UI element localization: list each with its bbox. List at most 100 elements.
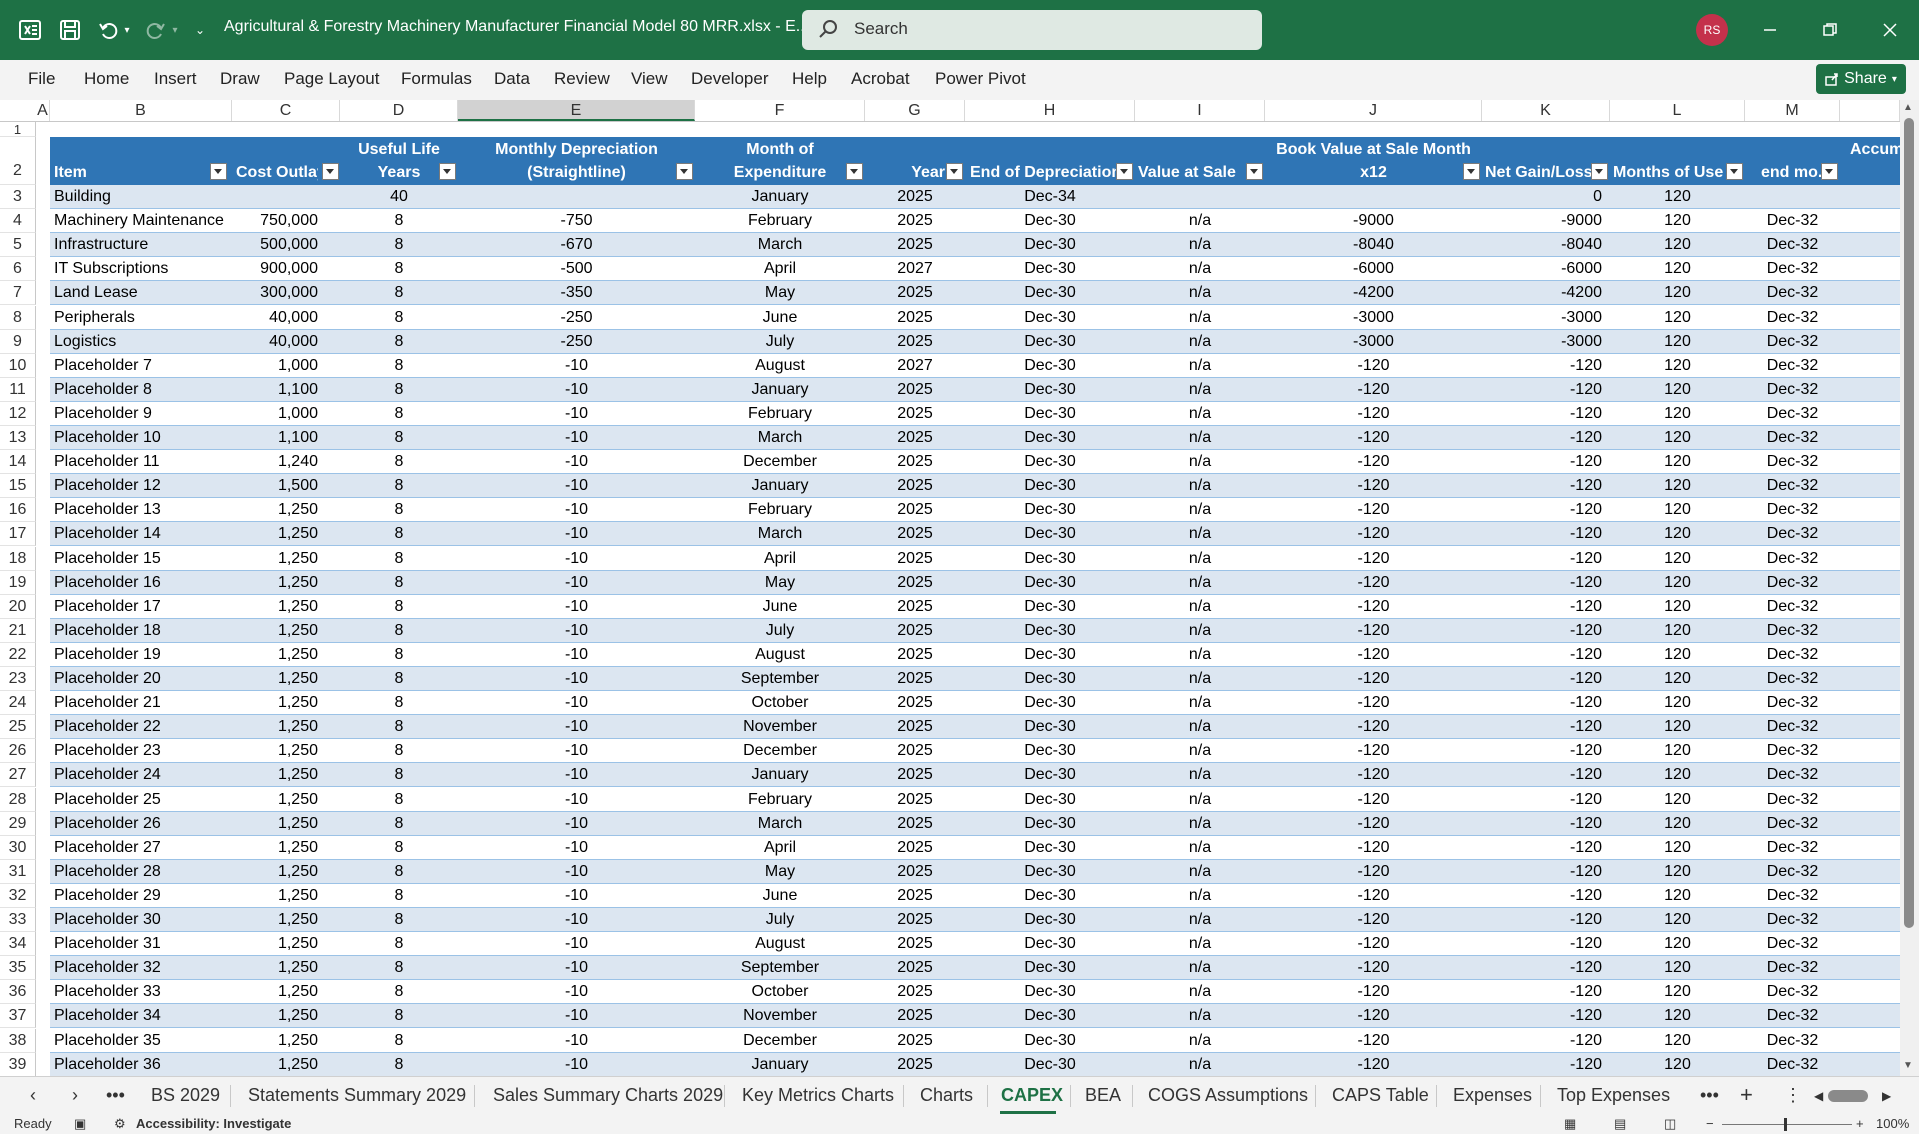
cell-year[interactable]: 2025 bbox=[897, 236, 933, 254]
cell-end-of-depreciation[interactable]: Dec-30 bbox=[1024, 404, 1076, 422]
cell-item[interactable]: Placeholder 20 bbox=[54, 670, 161, 687]
cell-book-value[interactable]: -120 bbox=[1357, 814, 1390, 832]
cell-cost-outlay[interactable]: 500,000 bbox=[260, 236, 318, 254]
column-header-n[interactable] bbox=[1840, 100, 1900, 121]
cell-monthly-depreciation[interactable]: -10 bbox=[564, 790, 589, 808]
cell-useful-life[interactable]: 8 bbox=[394, 621, 404, 639]
table-row[interactable]: Machinery Maintenance 750,000 8 -750 Februar… bbox=[50, 209, 1900, 234]
scroll-up-icon[interactable]: ▲ bbox=[1903, 102, 1913, 113]
table-row[interactable]: Placeholder 18 1,250 8 -10 July 2025 Dec-30 n/a… bbox=[50, 618, 1900, 643]
cell-monthly-depreciation[interactable]: -10 bbox=[564, 501, 589, 519]
cell-useful-life[interactable]: 8 bbox=[394, 1055, 404, 1073]
cell-accum-end-mo[interactable]: Dec-32 bbox=[1766, 1031, 1819, 1049]
cell-accum-end-mo[interactable]: Dec-32 bbox=[1766, 862, 1819, 880]
cell-end-of-depreciation[interactable]: Dec-30 bbox=[1024, 453, 1076, 471]
cell-item[interactable]: Placeholder 22 bbox=[54, 718, 161, 736]
cell-book-value[interactable]: -120 bbox=[1357, 935, 1390, 953]
cell-cost-outlay[interactable]: 1,250 bbox=[277, 814, 318, 832]
cell-cost-outlay[interactable]: 300,000 bbox=[260, 284, 318, 302]
cell-months-of-use[interactable]: 120 bbox=[1664, 260, 1691, 278]
cell-item[interactable]: Placeholder 8 bbox=[54, 380, 152, 398]
cell-months-of-use[interactable]: 120 bbox=[1664, 911, 1691, 928]
cell-months-of-use[interactable]: 120 bbox=[1664, 959, 1691, 977]
cell-cost-outlay[interactable]: 1,250 bbox=[277, 597, 318, 615]
cell-item[interactable]: Placeholder 31 bbox=[54, 935, 161, 953]
cell-item[interactable]: Placeholder 12 bbox=[54, 477, 161, 495]
cell-months-of-use[interactable]: 120 bbox=[1664, 212, 1691, 230]
row-header[interactable]: 27 bbox=[0, 763, 36, 788]
table-row[interactable]: Infrastructure 500,000 8 -670 March 2025 Dec-3… bbox=[50, 233, 1900, 258]
table-row[interactable]: Placeholder 15 1,250 8 -10 April 2025 Dec-30 n/… bbox=[50, 546, 1900, 571]
cell-accum-end-mo[interactable]: Dec-32 bbox=[1766, 983, 1819, 1001]
cell-value-at-sale[interactable]: n/a bbox=[1188, 886, 1212, 904]
cell-year[interactable]: 2025 bbox=[897, 1055, 933, 1073]
cell-months-of-use[interactable]: 120 bbox=[1664, 1031, 1691, 1049]
cell-monthly-depreciation[interactable]: -750 bbox=[560, 212, 593, 230]
cell-months-of-use[interactable]: 120 bbox=[1664, 525, 1691, 543]
cell-monthly-depreciation[interactable]: -10 bbox=[564, 766, 589, 784]
cell-useful-life[interactable]: 8 bbox=[394, 645, 404, 663]
table-row[interactable]: Placeholder 23 1,250 8 -10 December 2025 Dec-3… bbox=[50, 739, 1900, 764]
cell-accum-end-mo[interactable]: Dec-32 bbox=[1766, 814, 1819, 832]
table-row[interactable]: Placeholder 34 1,250 8 -10 November 2025 Dec-3… bbox=[50, 1004, 1900, 1029]
cell-accum-end-mo[interactable]: Dec-32 bbox=[1766, 212, 1819, 230]
cell-net-gain-loss[interactable]: -120 bbox=[1569, 477, 1602, 495]
cell-end-of-depreciation[interactable]: Dec-30 bbox=[1024, 766, 1076, 784]
accessibility-status[interactable]: Accessibility: Investigate bbox=[136, 1116, 292, 1131]
table-row[interactable]: Building 40 January 2025 Dec-34 0 120 bbox=[50, 185, 1900, 209]
cell-accum-end-mo[interactable]: Dec-32 bbox=[1766, 236, 1819, 254]
cell-useful-life[interactable]: 8 bbox=[394, 404, 404, 422]
cell-book-value[interactable]: -120 bbox=[1357, 959, 1390, 977]
cell-end-of-depreciation[interactable]: Dec-30 bbox=[1024, 790, 1076, 808]
cell-cost-outlay[interactable]: 1,000 bbox=[277, 404, 318, 422]
cell-item[interactable]: Placeholder 7 bbox=[54, 356, 152, 374]
cell-cost-outlay[interactable]: 1,250 bbox=[277, 1031, 318, 1049]
cell-net-gain-loss[interactable]: -120 bbox=[1569, 694, 1602, 712]
cell-book-value[interactable] bbox=[1265, 185, 1482, 209]
cell-cost-outlay[interactable]: 1,250 bbox=[277, 718, 318, 736]
cell-cost-outlay[interactable] bbox=[232, 185, 318, 209]
cell-month[interactable]: April bbox=[763, 260, 796, 278]
cell-month[interactable]: July bbox=[765, 332, 795, 350]
cell-end-of-depreciation[interactable]: Dec-30 bbox=[1024, 935, 1076, 953]
cell-end-of-depreciation[interactable]: Dec-30 bbox=[1024, 284, 1076, 302]
cell-monthly-depreciation[interactable]: -10 bbox=[564, 718, 589, 736]
cell-accum-end-mo[interactable]: Dec-32 bbox=[1766, 308, 1819, 326]
cell-accum-end-mo[interactable]: Dec-32 bbox=[1766, 694, 1819, 712]
cell-cost-outlay[interactable]: 1,250 bbox=[277, 645, 318, 663]
cell-month[interactable]: March bbox=[757, 429, 803, 446]
cell-months-of-use[interactable]: 120 bbox=[1664, 838, 1691, 856]
tab-scroll-left-icon[interactable]: ‹ bbox=[30, 1085, 36, 1105]
table-row[interactable]: Placeholder 26 1,250 8 -10 March 2025 Dec-30 n/… bbox=[50, 811, 1900, 836]
cell-item[interactable]: Placeholder 9 bbox=[54, 404, 152, 422]
table-row[interactable]: Placeholder 28 1,250 8 -10 May 2025 Dec-30 n/a -… bbox=[50, 859, 1900, 884]
cell-year[interactable]: 2025 bbox=[897, 814, 933, 832]
cell-book-value[interactable]: -120 bbox=[1357, 621, 1390, 639]
cell-book-value[interactable]: -120 bbox=[1357, 525, 1390, 543]
cell-accum-end-mo[interactable]: Dec-32 bbox=[1766, 501, 1819, 519]
cell-year[interactable]: 2025 bbox=[897, 718, 933, 736]
share-button[interactable]: Share ▾ bbox=[1816, 64, 1906, 94]
undo-dropdown-icon[interactable]: ▾ bbox=[124, 24, 130, 36]
row-header[interactable]: 20 bbox=[0, 594, 36, 619]
table-row[interactable]: Placeholder 30 1,250 8 -10 July 2025 Dec-30 n/a… bbox=[50, 908, 1900, 932]
cell-monthly-depreciation[interactable]: -10 bbox=[564, 862, 589, 880]
cell-useful-life[interactable]: 8 bbox=[394, 935, 404, 953]
more-tabs-left-icon[interactable]: ••• bbox=[106, 1085, 125, 1105]
cell-year[interactable]: 2027 bbox=[897, 356, 933, 374]
cell-value-at-sale[interactable]: n/a bbox=[1188, 260, 1212, 278]
cell-accum-end-mo[interactable] bbox=[1745, 185, 1840, 209]
table-row[interactable]: Placeholder 19 1,250 8 -10 August 2025 Dec-30 n… bbox=[50, 642, 1900, 667]
cell-value-at-sale[interactable]: n/a bbox=[1188, 453, 1212, 471]
tab-key-metrics-charts[interactable]: Key Metrics Charts bbox=[742, 1085, 895, 1105]
cell-net-gain-loss[interactable]: -120 bbox=[1569, 670, 1602, 687]
cell-accum-end-mo[interactable]: Dec-32 bbox=[1766, 356, 1819, 374]
cell-value-at-sale[interactable]: n/a bbox=[1188, 356, 1212, 374]
cell-net-gain-loss[interactable]: -120 bbox=[1569, 790, 1602, 808]
filter-dropdown-icon[interactable] bbox=[946, 163, 963, 180]
cell-monthly-depreciation[interactable]: -10 bbox=[564, 1055, 589, 1073]
cell-accum-end-mo[interactable]: Dec-32 bbox=[1766, 621, 1819, 639]
cell-value-at-sale[interactable]: n/a bbox=[1188, 549, 1212, 567]
cell-monthly-depreciation[interactable]: -10 bbox=[564, 670, 589, 687]
cell-year[interactable]: 2025 bbox=[897, 477, 933, 495]
